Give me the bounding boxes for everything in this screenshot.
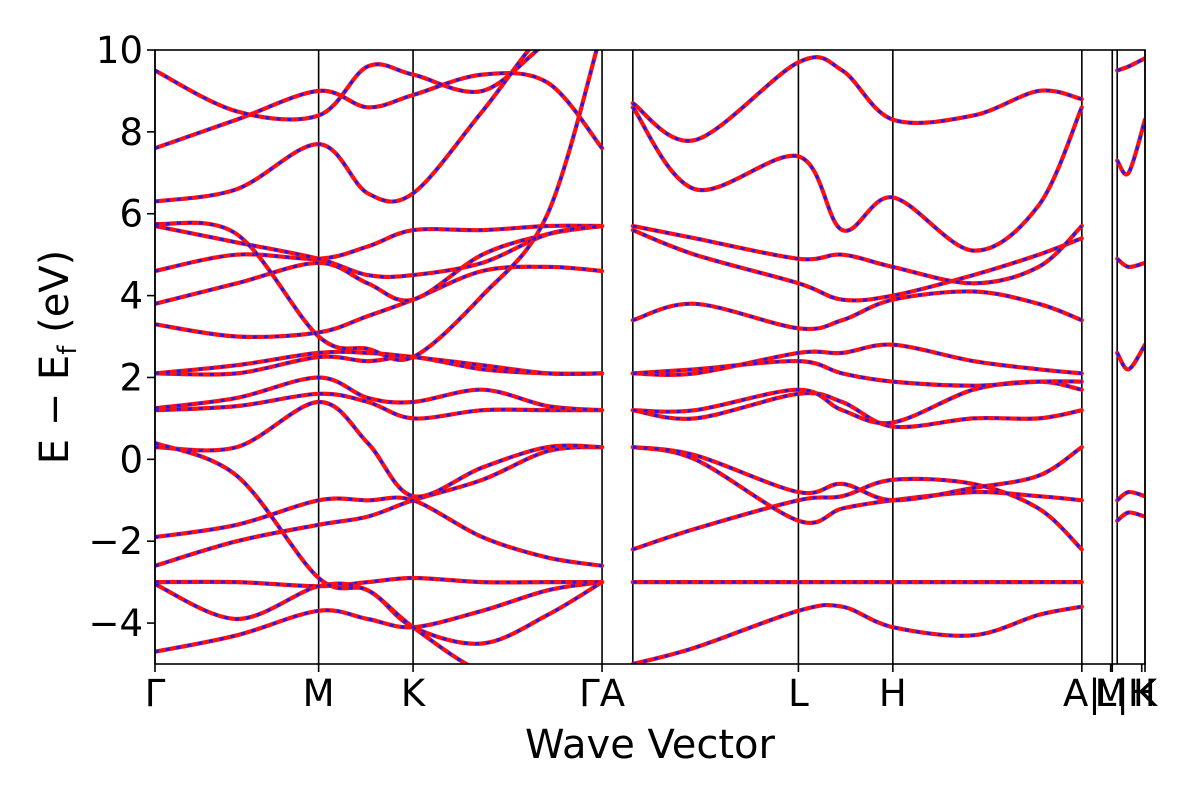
band-5-dotted (155, 400, 603, 499)
band-7-dotted (155, 392, 603, 421)
y-axis-ticks: −4 −2 0 2 4 6 8 10 (88, 29, 155, 645)
band-30-dotted (632, 224, 1083, 285)
band-26-solid (630, 342, 1084, 377)
x-tick-label-5: H (879, 672, 907, 715)
band-32-solid (630, 55, 1084, 143)
y-axis-label: E − Ef (eV) (32, 250, 83, 465)
plot-frame (154, 49, 1146, 665)
x-tick-label-10: K (1133, 672, 1159, 715)
y-tick-label: 10 (96, 29, 143, 72)
band-8-solid (155, 375, 605, 413)
band-24-solid (630, 391, 1084, 430)
y-axis-label-main: E − E (32, 355, 78, 465)
y-tick-label: 6 (119, 193, 143, 236)
band-36-solid (1115, 510, 1145, 523)
band-20-dotted (632, 477, 1083, 551)
band-35-dotted (1116, 490, 1145, 502)
x-tick-label-2: K (401, 672, 427, 715)
band-6-solid (155, 440, 471, 664)
band-lines (155, 50, 1145, 664)
x-axis-label: Wave Vector (525, 722, 776, 768)
x-tick-label-1: M (303, 672, 335, 715)
band-35-solid (1115, 489, 1145, 503)
high-symmetry-lines (154, 50, 1146, 664)
band-21-dotted (632, 603, 1083, 664)
y-tick-label: 8 (119, 111, 143, 154)
band-11-dotted (155, 265, 603, 339)
band-33-solid (1115, 256, 1145, 270)
band-17-dotted (155, 71, 604, 150)
band-21-solid (630, 602, 1084, 664)
band-17-solid (155, 70, 605, 151)
x-tick-label-7: M (1095, 672, 1127, 715)
band-32-dotted (631, 55, 1083, 143)
band-15-dotted (155, 50, 599, 362)
y-tick-label: −2 (88, 520, 143, 563)
band-6-dotted (155, 441, 470, 664)
band-2-dotted (155, 580, 603, 646)
band-28-solid (630, 289, 1084, 332)
y-axis-label-sub: f (53, 345, 83, 355)
y-tick-label: 4 (119, 275, 143, 318)
band-2-solid (155, 580, 605, 646)
band-29-solid (630, 228, 1084, 303)
band-18-dotted (155, 50, 540, 121)
x-tick-label-0: Γ (145, 672, 166, 715)
band-25-dotted (632, 380, 1083, 425)
band-33-dotted (1116, 257, 1145, 269)
y-tick-label: −4 (88, 602, 143, 645)
band-4-dotted (155, 445, 603, 568)
x-tick-label-9: H (1128, 672, 1156, 715)
y-tick-label: 0 (119, 438, 143, 481)
band-16-dotted (155, 50, 531, 203)
band-0-solid (155, 580, 605, 654)
band-9-dotted (155, 355, 603, 377)
band-13-solid (155, 223, 605, 274)
band-13-dotted (155, 224, 603, 273)
band-3-dotted (155, 496, 603, 568)
y-axis-label-unit: (eV) (32, 250, 78, 346)
band-27-dotted (632, 359, 1082, 388)
x-tick-label-3: ΓA (579, 672, 625, 715)
band-34-solid (1115, 342, 1145, 372)
x-tick-label-6: A| (1063, 672, 1101, 715)
band-31-solid (630, 105, 1084, 253)
band-37-dotted (1116, 56, 1145, 72)
x-tick-label-4: L (788, 672, 809, 715)
x-axis-ticks: Γ M K ΓA L H A|ML|HK (145, 664, 1159, 715)
band-23-dotted (632, 445, 1083, 502)
band-36-dotted (1116, 510, 1145, 522)
x-tick-label-8: L| (1096, 672, 1129, 715)
band-38-solid (1115, 117, 1145, 177)
band-10-solid (155, 349, 605, 377)
band-1-solid (155, 575, 605, 589)
y-tick-label: 2 (119, 356, 143, 399)
band-31-dotted (631, 106, 1084, 253)
band-22-solid (630, 445, 1084, 525)
